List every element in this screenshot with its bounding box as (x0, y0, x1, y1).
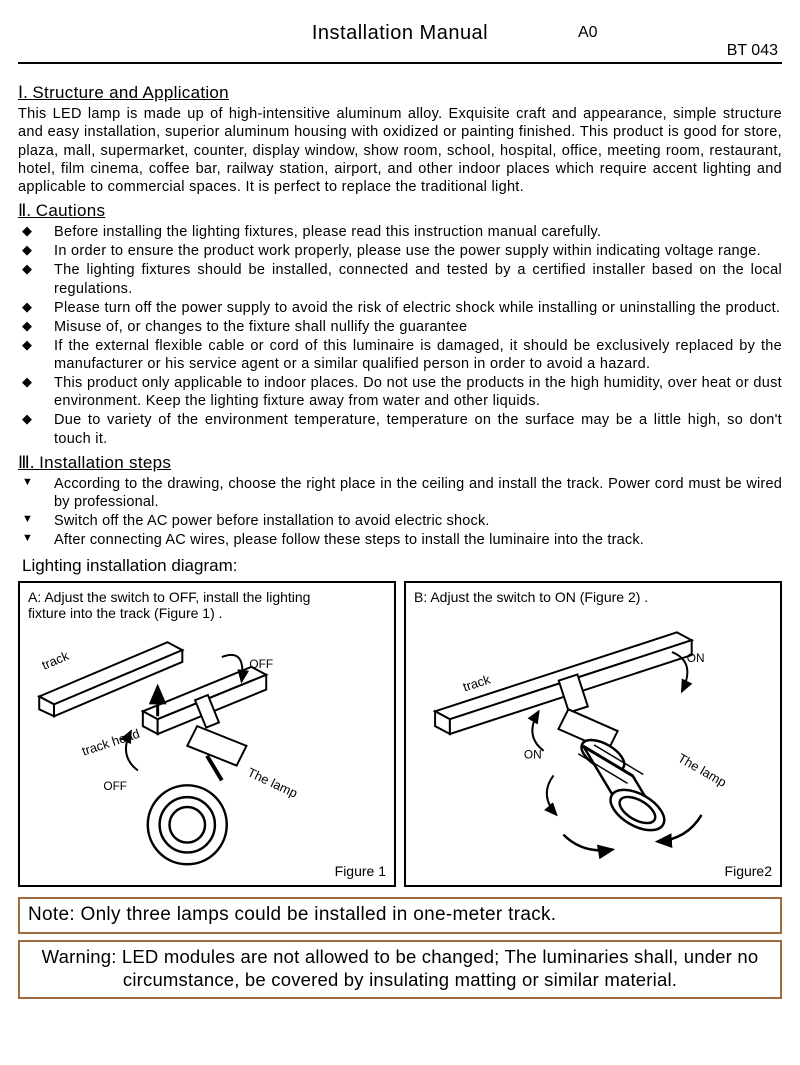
warning-box: Warning: LED modules are not allowed to … (18, 940, 782, 998)
figure1-label: Figure 1 (335, 863, 386, 881)
label-track: track (39, 647, 71, 672)
header-model: BT 043 (727, 42, 778, 60)
header-revision: A0 (578, 24, 598, 42)
cautions-list: Before installing the lighting fixtures,… (18, 223, 782, 448)
steps-list: According to the drawing, choose the rig… (18, 475, 782, 550)
roman-one: Ⅰ. (18, 83, 32, 102)
panel-a-diagram: track track head OFF OFF The lamp (20, 583, 394, 885)
label-on-top: ON (687, 651, 705, 665)
page: Installation Manual A0 BT 043 Ⅰ. Structu… (0, 0, 800, 1011)
caution-item: In order to ensure the product work prop… (18, 242, 782, 260)
section1-heading: Ⅰ. Structure and Application (18, 82, 782, 103)
label-off-bottom: OFF (103, 779, 127, 793)
section2-title: Cautions (36, 201, 106, 220)
caution-item: Misuse of, or changes to the fixture sha… (18, 318, 782, 336)
caution-item: Before installing the lighting fixtures,… (18, 223, 782, 241)
panel-b-diagram: track ON ON The lamp (406, 583, 780, 885)
figure2-label: Figure2 (725, 863, 772, 881)
label-lamp-a: The lamp (245, 764, 300, 800)
label-off-top: OFF (249, 657, 273, 671)
header: Installation Manual A0 BT 043 (18, 18, 782, 64)
diagram-title: Lighting installation diagram: (22, 555, 782, 576)
roman-three: Ⅲ. (18, 453, 39, 472)
caution-item: The lighting fixtures should be installe… (18, 261, 782, 297)
section1-title: Structure and Application (32, 83, 229, 102)
diagram-panel-b: B: Adjust the switch to ON (Figure 2) . (404, 581, 782, 887)
step-item: Switch off the AC power before installat… (18, 512, 782, 530)
section3-heading: Ⅲ. Installation steps (18, 452, 782, 473)
header-title: Installation Manual (312, 22, 488, 45)
section1-body: This LED lamp is made up of high-intensi… (18, 105, 782, 196)
caution-item: If the external flexible cable or cord o… (18, 337, 782, 373)
label-track-head: track head (80, 725, 142, 758)
caution-item: This product only applicable to indoor p… (18, 374, 782, 410)
caution-item: Please turn off the power supply to avoi… (18, 299, 782, 317)
label-on-bottom: ON (524, 747, 542, 761)
content-body: Ⅰ. Structure and Application This LED la… (18, 64, 782, 999)
label-track-b: track (461, 671, 493, 694)
diagram-row: A: Adjust the switch to OFF, install the… (18, 581, 782, 887)
label-lamp-b: The lamp (675, 750, 729, 790)
diagram-panel-a: A: Adjust the switch to OFF, install the… (18, 581, 396, 887)
step-item: According to the drawing, choose the rig… (18, 475, 782, 511)
section3-title: Installation steps (39, 453, 171, 472)
step-item: After connecting AC wires, please follow… (18, 531, 782, 549)
section2-heading: Ⅱ. Cautions (18, 200, 782, 221)
roman-two: Ⅱ. (18, 201, 36, 220)
caution-item: Due to variety of the environment temper… (18, 411, 782, 447)
note-box: Note: Only three lamps could be installe… (18, 897, 782, 935)
